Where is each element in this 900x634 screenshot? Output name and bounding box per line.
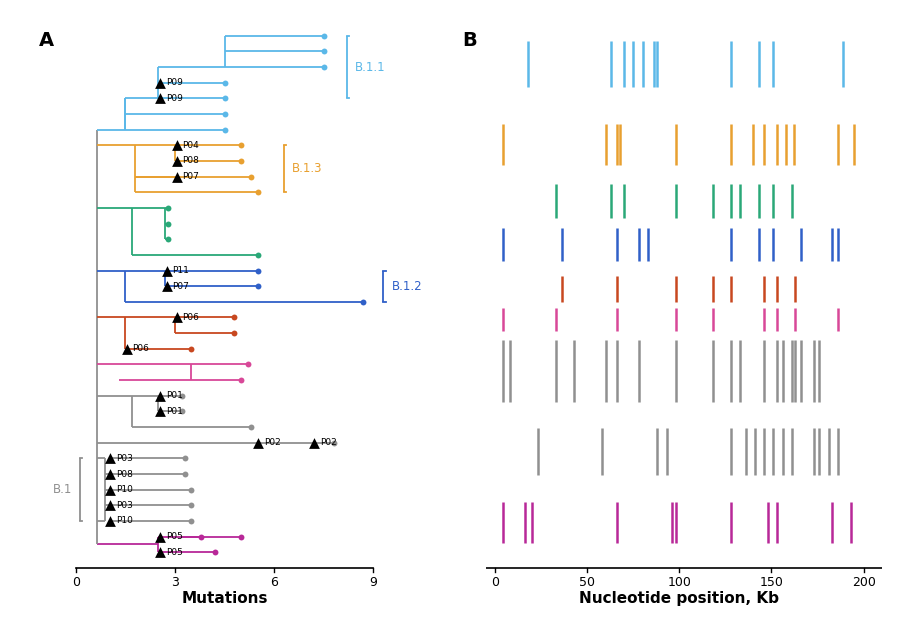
- Point: [153, 93, 167, 103]
- Point: [250, 250, 265, 260]
- Text: P05: P05: [166, 548, 183, 557]
- Point: [175, 391, 189, 401]
- Text: P08: P08: [182, 157, 199, 165]
- Text: P03: P03: [116, 501, 133, 510]
- Text: P02: P02: [320, 438, 338, 447]
- Text: P10: P10: [116, 517, 133, 526]
- Text: Mutations: Mutations: [181, 591, 268, 606]
- Point: [184, 500, 199, 510]
- Point: [250, 187, 265, 197]
- Point: [234, 156, 248, 166]
- Point: [317, 46, 331, 56]
- Text: 6: 6: [270, 576, 278, 588]
- Text: P08: P08: [116, 470, 133, 479]
- Point: [207, 547, 221, 557]
- Text: B.1: B.1: [53, 483, 72, 496]
- Point: [153, 547, 167, 557]
- Text: 150: 150: [760, 576, 783, 588]
- Point: [234, 375, 248, 385]
- Point: [104, 500, 118, 510]
- Text: P10: P10: [116, 485, 133, 494]
- Point: [228, 328, 242, 338]
- Point: [244, 172, 258, 182]
- Text: Nucleotide position, Kb: Nucleotide position, Kb: [580, 591, 779, 606]
- Text: 9: 9: [369, 576, 377, 588]
- Text: P06: P06: [182, 313, 199, 322]
- Text: P09: P09: [166, 78, 183, 87]
- Text: 0: 0: [491, 576, 500, 588]
- Point: [217, 109, 231, 119]
- Point: [184, 484, 199, 495]
- Point: [169, 172, 184, 182]
- Text: P11: P11: [172, 266, 189, 275]
- Point: [356, 297, 371, 307]
- Point: [317, 62, 331, 72]
- Point: [244, 422, 258, 432]
- Point: [161, 203, 176, 213]
- Text: B.1.3: B.1.3: [292, 162, 323, 175]
- Point: [104, 469, 118, 479]
- Point: [169, 140, 184, 150]
- Point: [327, 437, 341, 448]
- Point: [161, 219, 176, 229]
- Point: [153, 391, 167, 401]
- Text: 0: 0: [72, 576, 80, 588]
- Point: [161, 234, 176, 244]
- Text: B.1.1: B.1.1: [356, 60, 386, 74]
- Text: 100: 100: [668, 576, 691, 588]
- Point: [153, 77, 167, 87]
- Point: [104, 453, 118, 463]
- Point: [234, 531, 248, 541]
- Point: [169, 313, 184, 323]
- Point: [217, 77, 231, 87]
- Point: [217, 124, 231, 134]
- Point: [194, 531, 209, 541]
- Text: P01: P01: [166, 391, 183, 400]
- Point: [228, 313, 242, 323]
- Point: [177, 469, 192, 479]
- Point: [169, 156, 184, 166]
- Point: [104, 484, 118, 495]
- Text: 3: 3: [171, 576, 179, 588]
- Point: [317, 30, 331, 41]
- Point: [217, 93, 231, 103]
- Point: [184, 344, 199, 354]
- Text: P07: P07: [172, 281, 189, 290]
- Point: [159, 281, 174, 291]
- Text: B: B: [462, 30, 477, 49]
- Text: P02: P02: [265, 438, 281, 447]
- Text: P05: P05: [166, 532, 183, 541]
- Text: P04: P04: [182, 141, 199, 150]
- Point: [307, 437, 321, 448]
- Point: [234, 140, 248, 150]
- Text: P09: P09: [166, 94, 183, 103]
- Text: P06: P06: [132, 344, 149, 353]
- Point: [177, 453, 192, 463]
- Text: P03: P03: [116, 454, 133, 463]
- Text: P01: P01: [166, 407, 183, 416]
- Point: [120, 344, 134, 354]
- Point: [184, 516, 199, 526]
- Point: [153, 406, 167, 417]
- Text: P07: P07: [182, 172, 199, 181]
- Point: [250, 437, 265, 448]
- Point: [175, 406, 189, 417]
- Text: A: A: [40, 30, 54, 49]
- Point: [159, 266, 174, 276]
- Point: [250, 281, 265, 291]
- Point: [240, 359, 255, 370]
- Text: 50: 50: [580, 576, 595, 588]
- Point: [104, 516, 118, 526]
- Point: [153, 531, 167, 541]
- Text: B.1.2: B.1.2: [392, 280, 422, 293]
- Point: [250, 266, 265, 276]
- Text: 200: 200: [851, 576, 876, 588]
